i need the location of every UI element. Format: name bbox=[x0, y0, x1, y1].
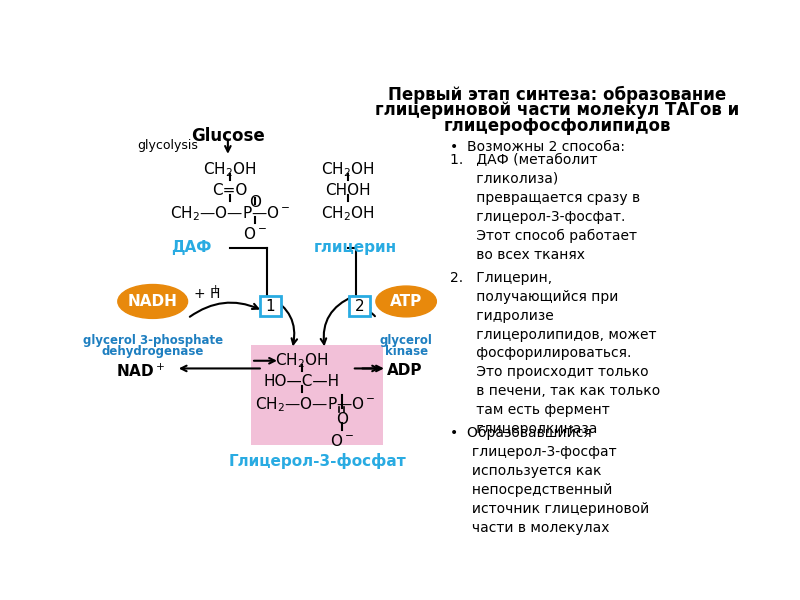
Ellipse shape bbox=[376, 286, 436, 317]
Text: глицериновой части молекул ТАГов и: глицериновой части молекул ТАГов и bbox=[375, 101, 739, 119]
Text: 2: 2 bbox=[355, 299, 365, 314]
Text: + H: + H bbox=[194, 287, 220, 301]
Text: Первый этап синтеза: образование: Первый этап синтеза: образование bbox=[388, 86, 726, 104]
Text: CH$_2$OH: CH$_2$OH bbox=[322, 205, 374, 223]
Text: O: O bbox=[336, 412, 348, 427]
Text: Глицерол-3-фосфат: Глицерол-3-фосфат bbox=[228, 453, 406, 469]
Text: CH$_2$OH: CH$_2$OH bbox=[274, 352, 328, 370]
Text: 1.   ДАФ (метаболит
      гликолиза)
      превращается сразу в
      глицерол-3: 1. ДАФ (метаболит гликолиза) превращаетс… bbox=[450, 153, 641, 262]
Text: глицерофосфолипидов: глицерофосфолипидов bbox=[443, 116, 671, 134]
Text: glycolysis: glycolysis bbox=[138, 139, 198, 152]
Text: HO—C—H: HO—C—H bbox=[263, 374, 339, 389]
Ellipse shape bbox=[118, 284, 187, 319]
Text: CH$_2$OH: CH$_2$OH bbox=[203, 161, 257, 179]
Text: glycerol 3-phosphate: glycerol 3-phosphate bbox=[82, 334, 222, 347]
Text: Glucose: Glucose bbox=[191, 127, 265, 145]
Text: C=O: C=O bbox=[213, 183, 248, 198]
Text: +: + bbox=[211, 284, 220, 294]
Bar bbox=[251, 346, 383, 445]
Text: глицерин: глицерин bbox=[314, 240, 398, 255]
Text: NADH: NADH bbox=[128, 294, 178, 309]
FancyBboxPatch shape bbox=[349, 296, 370, 316]
Text: CHOH: CHOH bbox=[325, 183, 371, 198]
Text: O$^-$: O$^-$ bbox=[243, 226, 267, 242]
Text: O$^-$: O$^-$ bbox=[330, 433, 354, 449]
Text: 2.   Глицерин,
      получающийся при
      гидролизе
      глицеролипидов, може: 2. Глицерин, получающийся при гидролизе … bbox=[450, 271, 661, 436]
Text: O: O bbox=[249, 195, 261, 210]
Text: ATP: ATP bbox=[390, 294, 422, 309]
Text: dehydrogenase: dehydrogenase bbox=[102, 344, 204, 358]
Text: •  Возможны 2 способа:: • Возможны 2 способа: bbox=[450, 140, 626, 154]
FancyBboxPatch shape bbox=[260, 296, 282, 316]
Text: CH$_2$OH: CH$_2$OH bbox=[322, 161, 374, 179]
Text: •  Образовавшийся
     глицерол-3-фосфат
     используется как
     непосредстве: • Образовавшийся глицерол-3-фосфат испол… bbox=[450, 426, 650, 535]
Text: CH$_2$—O—P—O$^-$: CH$_2$—O—P—O$^-$ bbox=[170, 205, 290, 223]
Text: kinase: kinase bbox=[385, 344, 428, 358]
Text: NAD$^+$: NAD$^+$ bbox=[117, 363, 166, 380]
Text: 1: 1 bbox=[266, 299, 275, 314]
Text: glycerol: glycerol bbox=[380, 334, 433, 347]
Text: ADP: ADP bbox=[387, 363, 422, 378]
Text: CH$_2$—O—P—O$^-$: CH$_2$—O—P—O$^-$ bbox=[255, 395, 376, 414]
Text: ДАФ: ДАФ bbox=[171, 240, 212, 255]
